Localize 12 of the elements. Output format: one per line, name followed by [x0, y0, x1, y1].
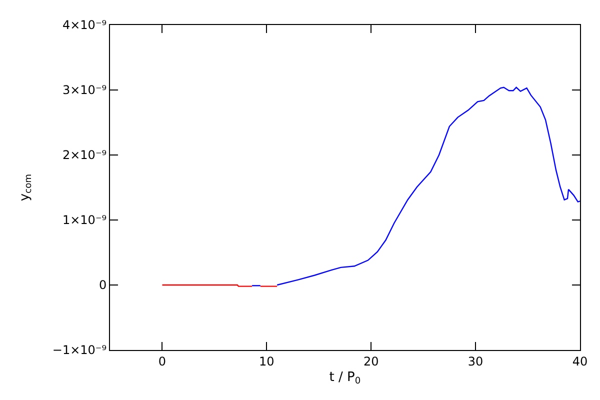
y-tick-label: 3×10⁻⁹: [62, 83, 107, 98]
y-tick-label: 1×10⁻⁹: [62, 213, 107, 228]
y-tick-label: 4×10⁻⁹: [62, 18, 107, 32]
x-tick-label: 30: [468, 354, 484, 368]
y-tick-label: 0: [98, 278, 107, 292]
y-tick-label: 2×10⁻⁹: [62, 148, 107, 162]
x-tick-label: 0: [158, 354, 166, 368]
x-axis-title: t / P$_{0}$: [329, 370, 361, 387]
x-tick-label: 10: [259, 354, 274, 368]
y-tick-label: −1×10⁻⁹: [52, 343, 107, 358]
x-tick-label: 20: [363, 354, 379, 368]
x-tick-label: 40: [572, 354, 588, 368]
